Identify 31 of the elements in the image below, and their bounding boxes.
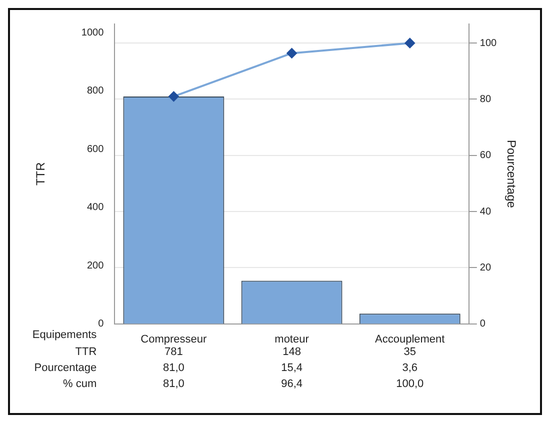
x-tick-label: Accouplement xyxy=(375,333,445,346)
y-tick-label: 0 xyxy=(98,318,104,330)
x-tick-label: moteur xyxy=(274,333,310,346)
text: 81,0 xyxy=(162,362,184,374)
data-label: 100,0 xyxy=(396,378,424,390)
data-label: 35 xyxy=(404,346,416,358)
y-tick-label: 800 xyxy=(86,86,104,97)
data-label: 148 xyxy=(282,346,301,358)
y2-axis-title: Pourcentage xyxy=(504,140,518,208)
y2-tick-label: 100 xyxy=(480,38,498,49)
y2-tick-label: 40 xyxy=(480,206,492,218)
x-axis-title: Equipements xyxy=(32,328,98,341)
y-tick-label: 1000 xyxy=(81,27,104,38)
text: TTR xyxy=(75,346,97,358)
data-label: 781 xyxy=(164,346,183,358)
data-label: 96,4 xyxy=(281,378,302,390)
y-tick-label: 200 xyxy=(86,260,104,272)
text: % cum xyxy=(63,378,97,390)
y-tick-label: 400 xyxy=(86,202,104,214)
frame: TTR Pourcentage Compresseur moteur Accouplement 0 200 400 600 800 1000 0 20 40 60 80 100 Equipements TTR 781 148 35 Pourcentage 81,0 15,4 3,6 % cum 81,0 96,4 100,0 xyxy=(8,8,542,415)
data-label: 81,0 xyxy=(162,378,184,390)
y2-tick-label: 20 xyxy=(480,262,492,274)
y2-tick-label: 60 xyxy=(480,150,492,162)
y-tick-label: 600 xyxy=(86,144,104,155)
text: 3,6 xyxy=(402,362,418,374)
x-tick-label: Compresseur xyxy=(140,333,208,346)
text: 15,4 xyxy=(281,362,302,374)
y2-tick-label: 80 xyxy=(480,94,492,105)
text: Pourcentage xyxy=(34,362,97,374)
y-axis-title: TTR xyxy=(34,162,48,186)
y2-tick-label: 0 xyxy=(480,318,486,330)
